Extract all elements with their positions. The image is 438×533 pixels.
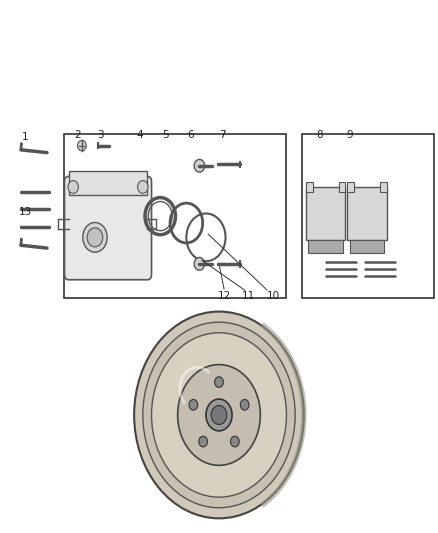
- Circle shape: [134, 312, 304, 519]
- Circle shape: [194, 159, 205, 172]
- Bar: [347, 182, 354, 192]
- Text: 11: 11: [242, 290, 255, 301]
- Circle shape: [189, 400, 198, 410]
- Text: 4: 4: [137, 130, 143, 140]
- Bar: [306, 187, 345, 240]
- Text: 5: 5: [162, 130, 169, 140]
- Circle shape: [194, 257, 205, 270]
- Text: 1: 1: [22, 132, 28, 142]
- Circle shape: [178, 365, 260, 465]
- Circle shape: [143, 322, 295, 508]
- Circle shape: [78, 140, 86, 151]
- Text: 3: 3: [97, 130, 104, 140]
- Circle shape: [206, 399, 232, 431]
- Bar: [69, 171, 147, 195]
- Text: 2: 2: [74, 130, 81, 140]
- Circle shape: [152, 333, 286, 497]
- Text: 6: 6: [187, 130, 194, 140]
- Bar: [380, 182, 387, 192]
- Bar: [302, 134, 434, 298]
- Text: 13: 13: [19, 207, 32, 217]
- Circle shape: [215, 377, 223, 387]
- FancyBboxPatch shape: [64, 176, 152, 280]
- Circle shape: [199, 436, 208, 447]
- Circle shape: [240, 400, 249, 410]
- Circle shape: [87, 228, 103, 247]
- Bar: [350, 240, 385, 253]
- Text: 10: 10: [267, 290, 280, 301]
- Text: 12: 12: [218, 290, 231, 301]
- Bar: [339, 182, 345, 192]
- Circle shape: [230, 436, 239, 447]
- Circle shape: [68, 181, 78, 193]
- Bar: [347, 187, 387, 240]
- Bar: [306, 182, 313, 192]
- Text: 8: 8: [316, 130, 322, 140]
- Circle shape: [138, 181, 148, 193]
- Bar: [64, 134, 286, 298]
- Circle shape: [83, 222, 107, 252]
- Circle shape: [211, 406, 227, 424]
- Text: 7: 7: [219, 130, 226, 140]
- Bar: [308, 240, 343, 253]
- Text: 9: 9: [346, 130, 353, 140]
